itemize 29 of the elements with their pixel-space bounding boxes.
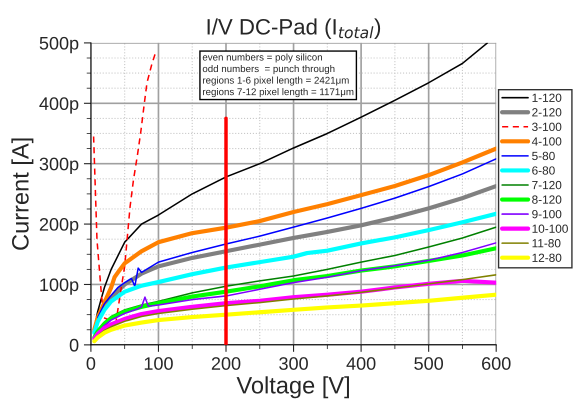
legend-label: 2-120 — [532, 108, 562, 116]
y-axis-title: Current [A] — [11, 138, 34, 250]
y-tick-label: 0 — [70, 338, 78, 352]
legend-label: 4-100 — [532, 137, 562, 146]
x-tick-label: 100 — [144, 357, 173, 370]
chart-title: I/V DC-Pad (I$_{total}$) — [208, 18, 380, 40]
legend-label: 10-100 — [532, 224, 568, 233]
x-axis-title: Voltage [V] — [236, 376, 349, 398]
legend-label: 7-120 — [532, 180, 562, 190]
annotation: even numbers = poly silicon odd numbers = punch through regions 1-6 pixel length = 2421μm regions 7-12 pixel length = 1171μm — [202, 53, 354, 98]
y-tick-label: 100p — [40, 278, 78, 295]
x-tick-label: 200 — [212, 357, 240, 370]
legend-label: 9-100 — [532, 210, 562, 218]
legend-label: 11-80 — [532, 239, 560, 248]
legend-label: 12-80 — [532, 254, 562, 262]
legend-label: 1-120 — [532, 94, 562, 102]
y-tick-label: 500p — [40, 36, 78, 54]
legend-label: 8-120 — [532, 195, 562, 204]
x-tick-label: 500 — [414, 357, 444, 370]
y-tick-label: 200p — [40, 218, 78, 234]
x-tick-label: 300 — [279, 357, 308, 370]
x-tick-label: 400 — [346, 357, 376, 370]
y-tick-label: 300p — [40, 158, 78, 174]
legend-label: 6-80 — [532, 166, 555, 175]
x-tick-label: 0 — [86, 357, 96, 370]
y-tick-label: 400p — [39, 97, 78, 114]
legend-label: 5-80 — [532, 152, 555, 160]
legend-label: 3-100 — [532, 122, 562, 132]
x-tick-label: 600 — [482, 357, 511, 370]
